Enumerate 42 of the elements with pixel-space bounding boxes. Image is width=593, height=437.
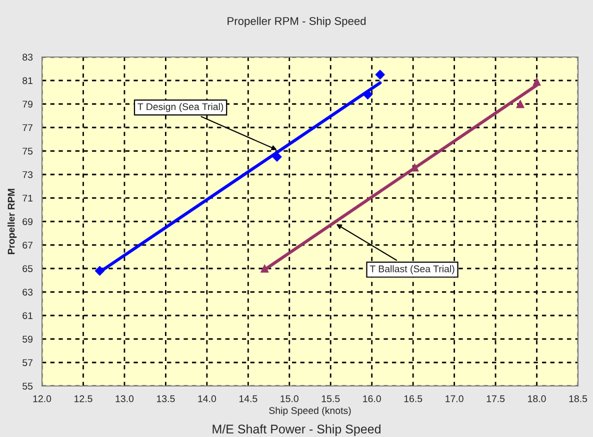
x-tick-label: 13.5	[156, 395, 175, 402]
point	[94, 266, 105, 276]
x-tick-label: 18.5	[569, 395, 588, 402]
x-axis-title: Ship Speed (knots)	[269, 406, 351, 416]
x-tick-label: 18.0	[528, 395, 546, 402]
x-tick-label: 16.5	[404, 395, 422, 402]
y-tick-label: 79	[22, 100, 33, 108]
x-tick-label: 17.5	[486, 395, 505, 402]
y-tick-label: 73	[22, 171, 33, 178]
x-tick-label: 14.5	[239, 395, 258, 402]
point	[532, 78, 541, 86]
y-tick-label: 65	[22, 265, 33, 272]
x-tick-label: 12.0	[33, 395, 52, 402]
x-tick-label: 14.0	[198, 395, 216, 402]
y-tick-label: 59	[22, 336, 33, 343]
x-tick-label: 13.0	[116, 395, 134, 402]
y-tick-label: 83	[22, 54, 33, 61]
point	[375, 70, 385, 80]
point	[260, 264, 269, 273]
y-tick-label: 61	[22, 312, 32, 320]
chart-title: Propeller RPM - Ship Speed	[228, 16, 366, 28]
point	[362, 90, 373, 100]
y-tick-label: 81	[22, 77, 32, 84]
y-tick-label: 69	[22, 218, 33, 226]
y-tick-label: 75	[22, 148, 33, 155]
y-tick-label: 57	[22, 359, 32, 366]
y-tick-label: 67	[22, 242, 32, 249]
y-tick-label: 63	[22, 288, 33, 296]
x-tick-label: 17.0	[446, 395, 464, 402]
x-tick-label: 16.0	[363, 395, 381, 402]
y-axis-title: Propeller RPM	[8, 188, 17, 254]
y-tick-label: 77	[22, 124, 32, 132]
y-tick-label: 55	[22, 382, 33, 390]
annotation: T Ballast (Sea Trial)	[370, 265, 454, 274]
annotation: T Design (Sea Trial)	[138, 102, 224, 112]
x-tick-label: 12.5	[74, 395, 92, 402]
point	[516, 100, 524, 108]
x-tick-label: 15.0	[280, 395, 298, 402]
text: M/E Shaft Power - Ship Speed	[212, 424, 380, 436]
x-tick-label: 15.5	[322, 395, 340, 402]
point	[272, 152, 282, 162]
y-tick-label: 71	[22, 194, 32, 202]
